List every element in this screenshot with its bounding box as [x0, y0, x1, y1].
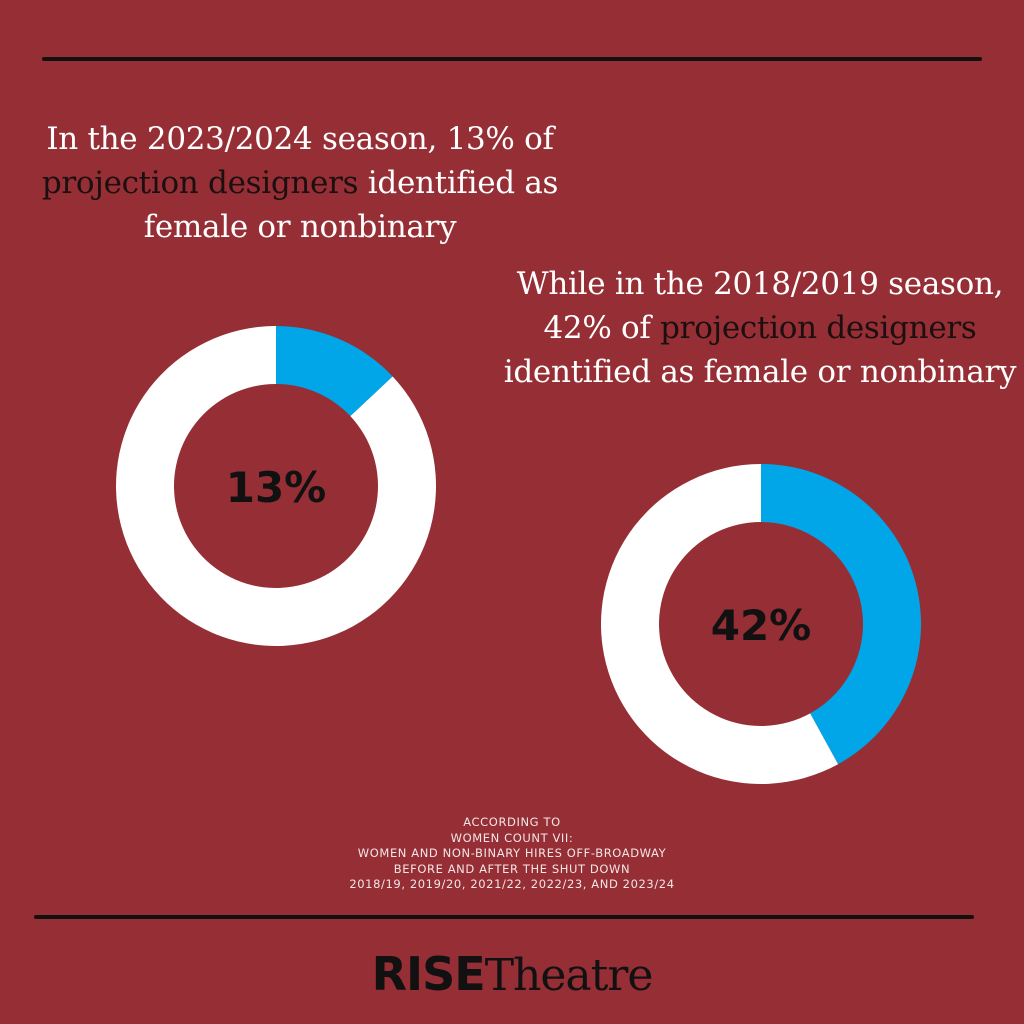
caption-text: In the 2023/2024 season, 13% of [46, 121, 554, 157]
source-note: ACCORDING TO WOMEN COUNT VII: WOMEN AND … [262, 815, 762, 893]
source-line: 2018/19, 2019/20, 2021/22, 2022/23, AND … [349, 877, 675, 891]
donut-center-label: 42% [711, 601, 812, 650]
caption-text: identified as female or nonbinary [503, 354, 1017, 390]
rise-theatre-logo: RISETheatre [0, 944, 1024, 1015]
source-line: WOMEN AND NON-BINARY HIRES OFF-BROADWAY [357, 846, 667, 860]
bottom-divider [34, 915, 974, 919]
donut-svg: 42% [601, 464, 921, 784]
donut-slice-highlight [761, 464, 921, 765]
donut-chart-2023-2024: 13% [116, 326, 436, 646]
logo-bold-part: RISE [371, 947, 486, 1001]
donut-slice-remaining [116, 326, 436, 646]
source-line: WOMEN COUNT VII: [450, 830, 574, 845]
caption-text: While in the 2018/2019 season, 42% of [516, 266, 1004, 346]
caption-2018-2019: While in the 2018/2019 season, 42% of pr… [500, 262, 1020, 394]
caption-2023-2024: In the 2023/2024 season, 13% of projecti… [40, 117, 560, 249]
caption-text: identified as female or nonbinary [143, 165, 559, 245]
source-line: BEFORE AND AFTER THE SHUT DOWN [393, 861, 631, 876]
donut-slice-highlight [276, 326, 393, 417]
donut-slice-remaining [601, 464, 839, 784]
donut-chart-2018-2019: 42% [601, 464, 921, 784]
logo-regular-part: Theatre [484, 950, 654, 1001]
donut-center-label: 13% [226, 463, 327, 512]
top-divider [42, 57, 982, 61]
source-line: ACCORDING TO [463, 815, 561, 829]
donut-svg: 13% [116, 326, 436, 646]
caption-highlight: projection designers [41, 165, 359, 201]
caption-highlight: projection designers [660, 310, 977, 346]
